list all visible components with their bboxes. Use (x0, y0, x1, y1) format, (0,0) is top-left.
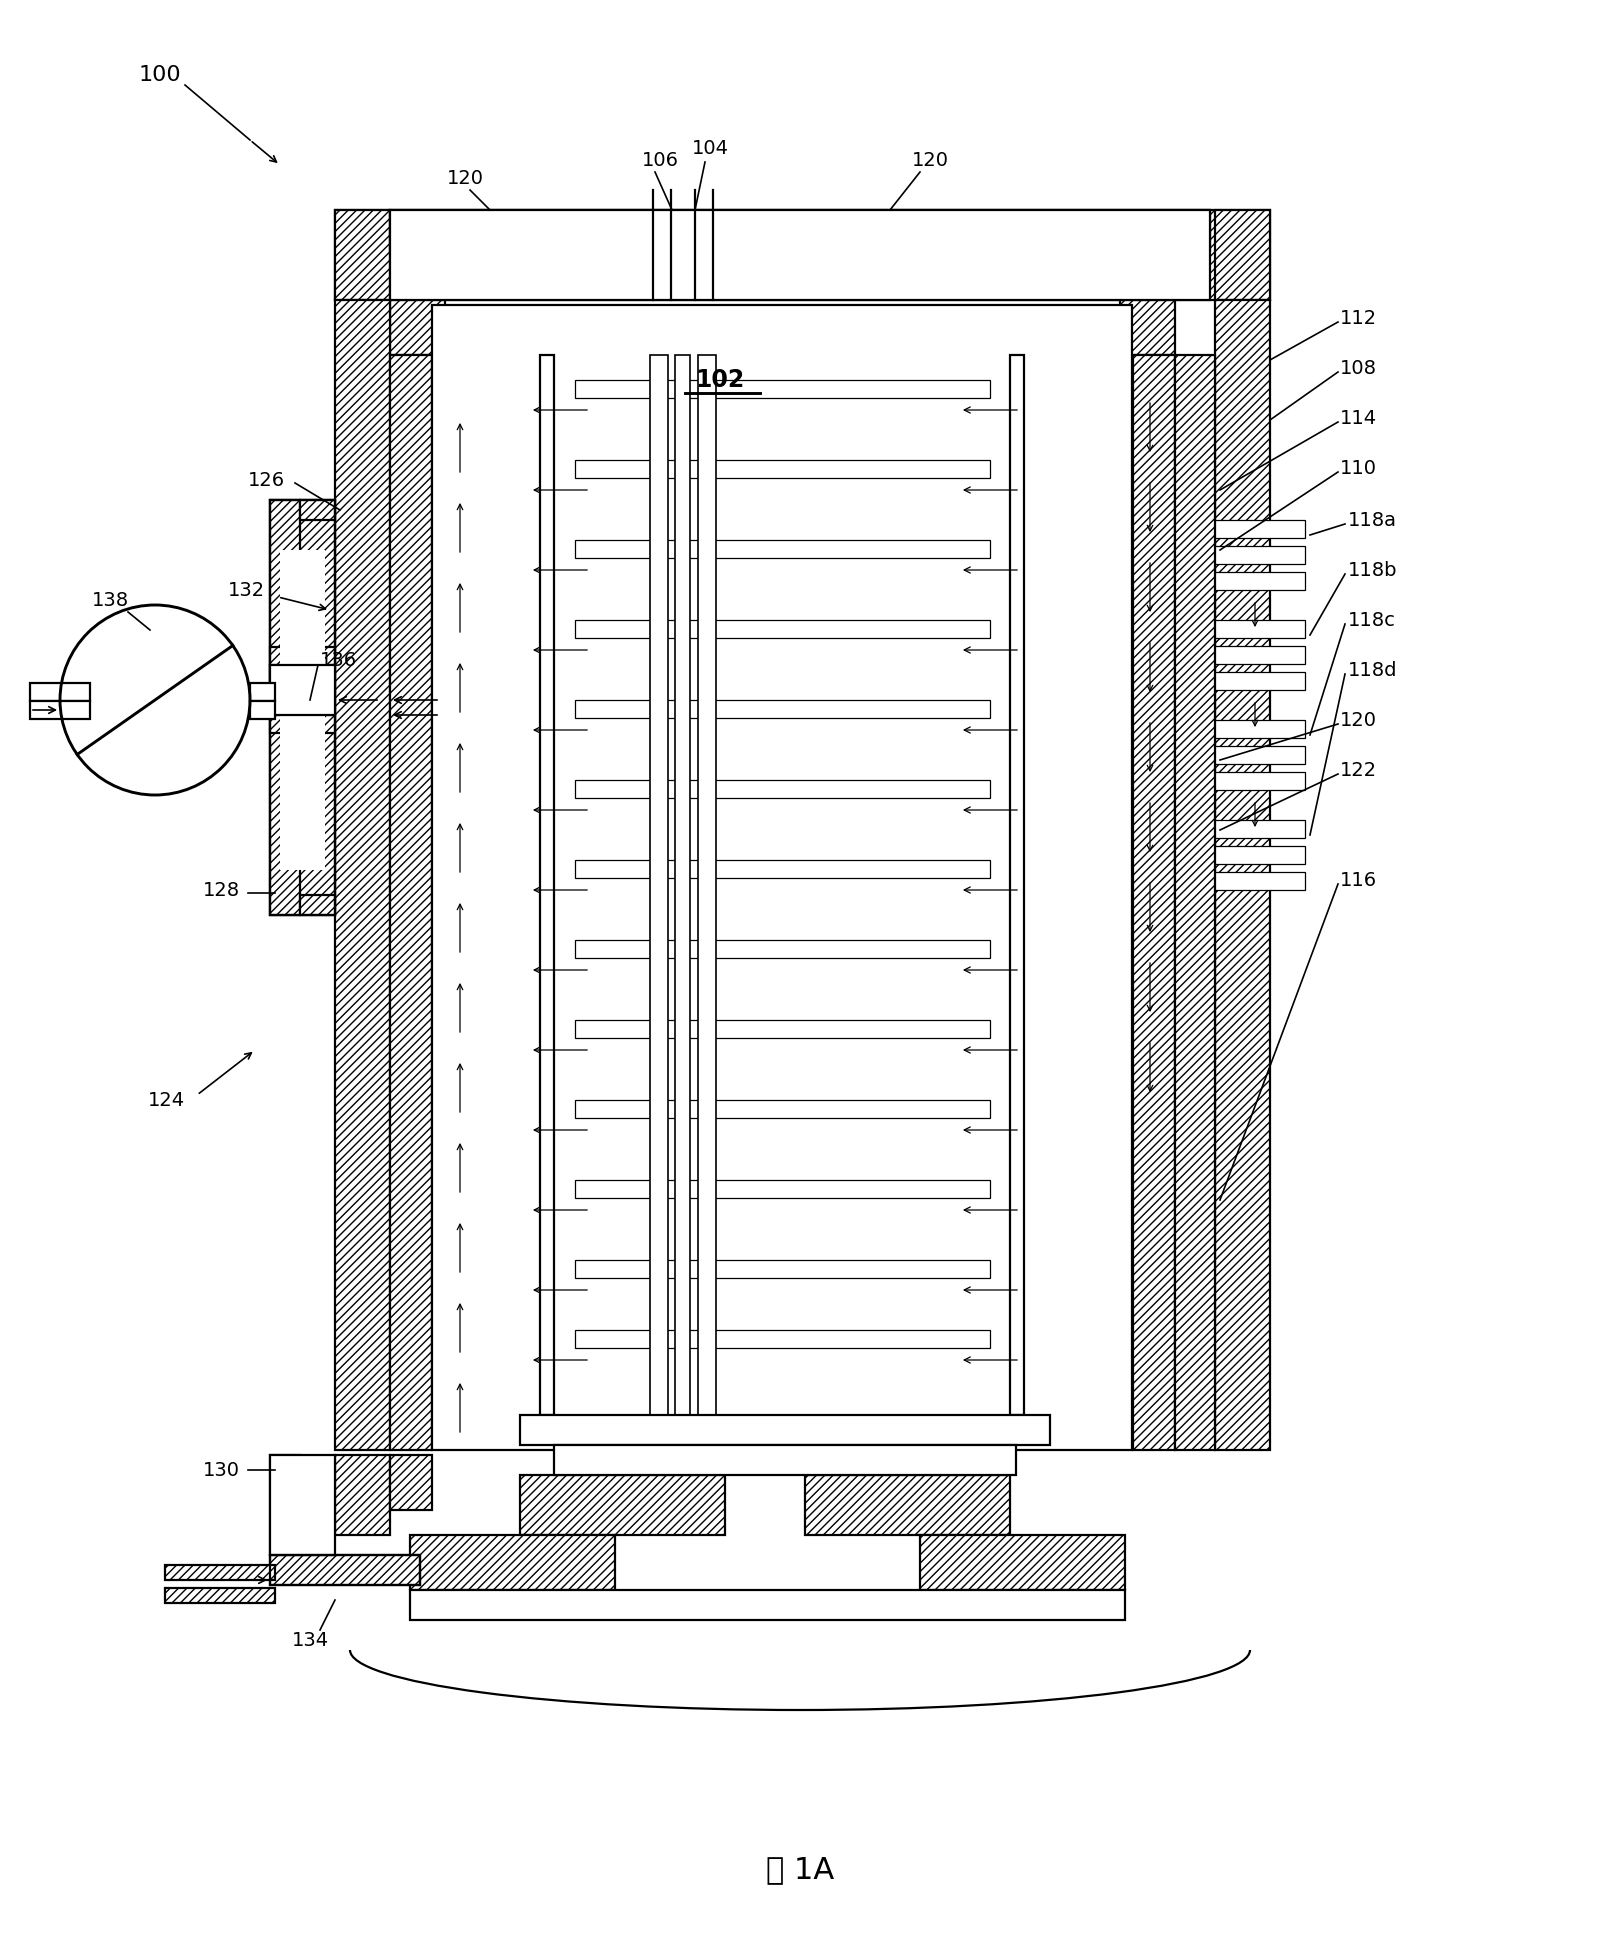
Bar (575, 379, 990, 399)
Bar (301, 499, 334, 521)
Bar (334, 209, 391, 300)
Text: 130: 130 (202, 1460, 239, 1479)
Text: 120: 120 (911, 151, 948, 170)
Bar (649, 354, 669, 1425)
Bar (270, 664, 301, 714)
Bar (1215, 546, 1305, 563)
Bar (575, 1100, 990, 1117)
Bar (301, 894, 334, 916)
Bar (1215, 720, 1305, 738)
Bar (270, 499, 334, 916)
Bar (575, 701, 990, 718)
Text: 120: 120 (1340, 711, 1377, 730)
Text: 118b: 118b (1348, 561, 1398, 579)
Text: 128: 128 (202, 881, 239, 900)
Text: 图 1A: 图 1A (767, 1855, 834, 1884)
Bar (575, 1020, 990, 1038)
Text: 124: 124 (148, 1090, 185, 1109)
Bar (391, 354, 432, 1450)
Bar (270, 1456, 334, 1555)
Bar (166, 1588, 275, 1603)
Bar (251, 683, 275, 701)
Bar (270, 647, 334, 664)
Bar (31, 701, 90, 718)
Bar (575, 860, 990, 879)
Bar (1215, 620, 1305, 639)
Bar (1120, 300, 1175, 354)
Text: 132: 132 (228, 581, 265, 600)
Bar (521, 1415, 1049, 1444)
Bar (575, 941, 990, 958)
Bar (1133, 354, 1175, 1450)
Bar (270, 499, 301, 916)
Text: 108: 108 (1340, 358, 1377, 378)
Bar (270, 1555, 419, 1586)
Bar (410, 1535, 615, 1589)
Text: 118c: 118c (1348, 610, 1396, 629)
Bar (1215, 846, 1305, 863)
Bar (270, 1555, 419, 1586)
Bar (540, 354, 554, 1415)
Bar (1215, 772, 1305, 790)
Bar (270, 499, 334, 916)
Bar (391, 209, 1210, 250)
Text: 136: 136 (320, 650, 357, 670)
Bar (410, 1589, 1125, 1620)
Bar (1215, 300, 1270, 1450)
Bar (334, 209, 1270, 300)
Bar (1215, 521, 1305, 538)
Bar (1215, 647, 1305, 664)
Bar (697, 354, 717, 1425)
Text: 118a: 118a (1348, 511, 1396, 530)
Bar (1215, 672, 1305, 689)
Bar (391, 300, 445, 354)
Bar (391, 1456, 432, 1510)
Bar (919, 1535, 1125, 1589)
Bar (1215, 745, 1305, 765)
Text: 116: 116 (1340, 871, 1377, 889)
Text: 100: 100 (138, 66, 182, 85)
Text: 110: 110 (1340, 459, 1377, 478)
Text: 126: 126 (247, 470, 284, 490)
Bar (280, 550, 325, 869)
Text: 120: 120 (447, 168, 484, 188)
Bar (166, 1564, 275, 1580)
Bar (575, 1330, 990, 1347)
Text: 138: 138 (92, 590, 129, 610)
Bar (334, 1456, 391, 1535)
Text: 118d: 118d (1348, 660, 1398, 680)
Bar (334, 300, 391, 1450)
Bar (1011, 354, 1024, 1415)
Bar (1215, 871, 1305, 891)
Bar (575, 461, 990, 478)
Bar (31, 683, 90, 701)
Bar (1175, 354, 1215, 1450)
Bar (270, 1456, 301, 1555)
Bar (432, 306, 1131, 1450)
Bar (521, 1475, 725, 1535)
Bar (575, 620, 990, 639)
Text: 122: 122 (1340, 761, 1377, 780)
Text: 102: 102 (696, 368, 744, 391)
Bar (575, 1260, 990, 1278)
Bar (270, 664, 334, 714)
Bar (270, 714, 334, 734)
Bar (391, 209, 1210, 300)
Bar (251, 701, 275, 718)
Text: 106: 106 (641, 151, 678, 170)
Text: 114: 114 (1340, 408, 1377, 428)
Bar (1215, 209, 1270, 300)
Bar (1215, 821, 1305, 838)
Text: 112: 112 (1340, 308, 1377, 327)
Bar (554, 1444, 1016, 1475)
Bar (575, 1181, 990, 1198)
Bar (675, 354, 689, 1425)
Bar (1215, 571, 1305, 590)
Bar (805, 1475, 1011, 1535)
Text: 134: 134 (291, 1630, 328, 1649)
Text: 104: 104 (691, 139, 728, 157)
Bar (575, 540, 990, 558)
Bar (575, 780, 990, 798)
